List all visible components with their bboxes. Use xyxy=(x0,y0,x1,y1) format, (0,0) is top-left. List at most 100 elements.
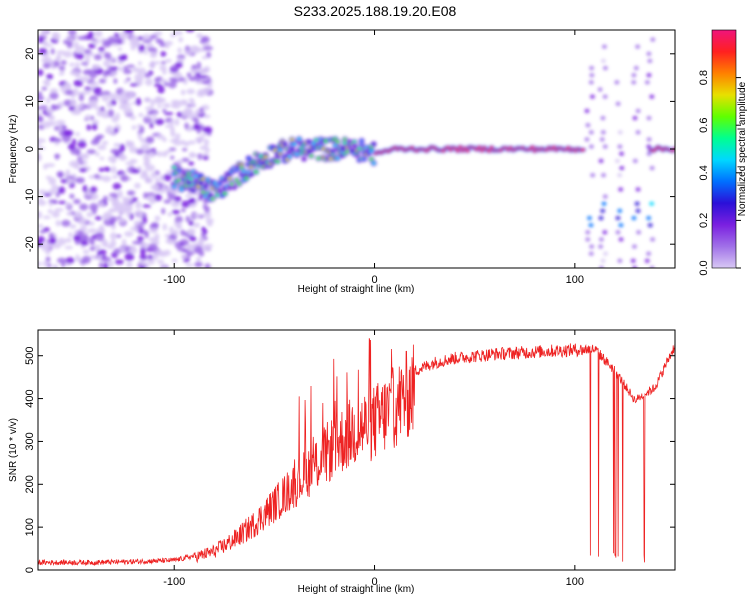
tone-cell xyxy=(217,182,222,186)
noise-cell xyxy=(161,103,171,108)
noise-cell xyxy=(137,212,144,218)
spur-cell xyxy=(598,265,604,268)
spur-cell xyxy=(644,258,650,264)
spur-cell xyxy=(602,144,608,149)
noise-cell xyxy=(61,219,71,227)
noise-cell xyxy=(149,50,158,59)
noise-cell xyxy=(198,250,205,257)
noise-cell xyxy=(178,37,184,43)
noise-cell xyxy=(207,84,213,89)
colorbar-gradient xyxy=(712,30,736,268)
spur-cell xyxy=(589,244,595,249)
noise-cell xyxy=(78,94,85,102)
noise-cell xyxy=(202,155,209,160)
noise-cell xyxy=(63,83,70,89)
spur-cell xyxy=(602,65,608,71)
noise-cell xyxy=(197,153,203,161)
noise-cell xyxy=(73,79,84,87)
noise-cell xyxy=(173,30,183,36)
spur-cell xyxy=(600,208,606,214)
noise-cell xyxy=(47,209,53,214)
tone-cell xyxy=(321,147,326,151)
noise-cell xyxy=(154,233,160,241)
noise-cell xyxy=(204,263,211,268)
noise-cell xyxy=(148,243,158,250)
noise-cell xyxy=(89,186,98,193)
noise-cell xyxy=(149,199,156,204)
noise-cell xyxy=(192,213,202,217)
spur-cell xyxy=(617,208,623,214)
tone-cell xyxy=(210,197,215,201)
noise-cell xyxy=(188,220,194,226)
tone-cell xyxy=(335,140,340,144)
noise-cell xyxy=(161,265,167,268)
tone-cell xyxy=(196,185,201,189)
noise-cell xyxy=(38,91,43,97)
noise-cell xyxy=(79,203,89,211)
tone-cell xyxy=(208,193,213,197)
noise-cell xyxy=(206,51,212,59)
noise-cell xyxy=(148,62,156,69)
noise-cell xyxy=(156,150,162,157)
noise-cell xyxy=(99,156,105,161)
tone-cell xyxy=(309,154,314,158)
noise-cell xyxy=(143,50,148,55)
spur-cell xyxy=(585,237,591,242)
noise-cell xyxy=(145,136,155,144)
tone-cell xyxy=(362,157,367,161)
noise-cell xyxy=(153,83,163,87)
tone-cell xyxy=(191,189,196,193)
tone-cell xyxy=(179,188,184,192)
noise-cell xyxy=(123,106,133,115)
noise-cell xyxy=(42,260,49,267)
spur-cell xyxy=(585,123,591,128)
noise-cell xyxy=(129,146,139,154)
noise-cell xyxy=(178,77,185,82)
tone-cell xyxy=(263,155,268,159)
noise-cell xyxy=(138,112,144,118)
tone-cell xyxy=(330,149,335,153)
noise-cell xyxy=(149,122,154,129)
noise-cell xyxy=(167,193,177,201)
noise-cell xyxy=(73,198,81,205)
spur-cell xyxy=(589,65,595,71)
noise-cell xyxy=(108,197,118,202)
noise-cell xyxy=(203,126,213,134)
snr-frame xyxy=(37,329,676,571)
tone-cell xyxy=(234,178,239,182)
spur-cell xyxy=(588,130,594,135)
noise-cell xyxy=(107,109,115,118)
noise-cell xyxy=(46,107,54,115)
noise-cell xyxy=(45,256,51,263)
spur-cell xyxy=(646,51,652,56)
spur-cell xyxy=(635,44,641,49)
noise-cell xyxy=(51,104,61,110)
tone-cell xyxy=(234,168,239,172)
tone-cell xyxy=(302,157,307,161)
spur-cell xyxy=(633,65,639,71)
noise-cell xyxy=(46,73,54,80)
noise-cell xyxy=(188,229,195,236)
noise-cell xyxy=(150,222,159,228)
noise-cell xyxy=(117,190,123,199)
noise-cell xyxy=(90,139,100,146)
noise-cell xyxy=(119,98,124,105)
noise-cell xyxy=(203,138,210,147)
spur-cell xyxy=(600,130,606,135)
noise-cell xyxy=(115,234,122,238)
spur-cell xyxy=(603,251,609,256)
noise-cell xyxy=(127,141,135,147)
noise-cell xyxy=(203,210,212,219)
noise-cell xyxy=(153,61,161,65)
noise-cell xyxy=(67,30,77,36)
noise-cell xyxy=(109,239,117,248)
noise-cell xyxy=(152,253,159,261)
noise-cell xyxy=(139,254,148,261)
noise-cell xyxy=(140,248,146,256)
noise-cell xyxy=(109,92,118,101)
spur-cell xyxy=(632,265,638,268)
noise-cell xyxy=(54,208,64,212)
noise-cell xyxy=(88,175,96,179)
spur-cell xyxy=(601,44,607,49)
noise-cell xyxy=(74,210,83,219)
